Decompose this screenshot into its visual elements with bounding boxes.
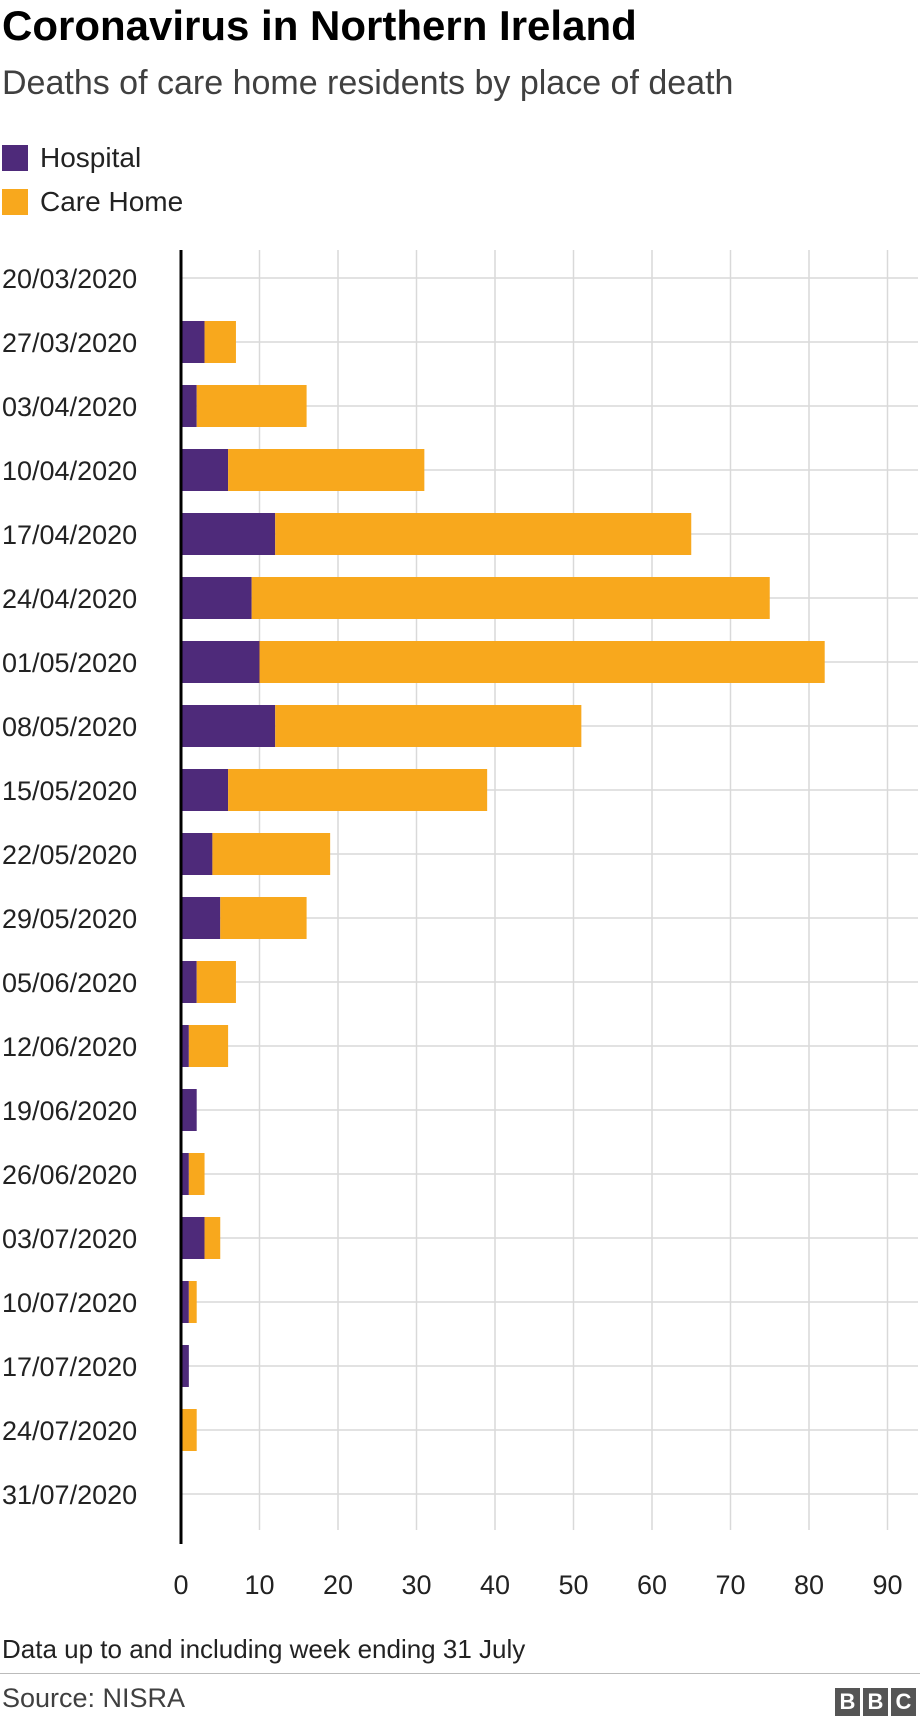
- category-label: 22/05/2020: [2, 840, 137, 870]
- bar-hospital: [181, 1153, 189, 1195]
- bar-care-home: [275, 513, 692, 555]
- category-label: 03/07/2020: [2, 1224, 137, 1254]
- bar-hospital: [181, 1345, 189, 1387]
- x-tick-label: 20: [323, 1570, 353, 1600]
- bar-hospital: [181, 897, 221, 939]
- category-label: 10/07/2020: [2, 1288, 137, 1318]
- category-label: 24/04/2020: [2, 584, 137, 614]
- bar-care-home: [251, 577, 770, 619]
- x-tick-label: 70: [715, 1570, 745, 1600]
- category-label: 08/05/2020: [2, 712, 137, 742]
- category-label: 31/07/2020: [2, 1480, 137, 1510]
- source-label: Source: NISRA: [2, 1683, 186, 1713]
- legend: Hospital Care Home: [2, 136, 183, 224]
- chart-subtitle: Deaths of care home residents by place o…: [2, 64, 734, 102]
- legend-item-care-home: Care Home: [2, 180, 183, 224]
- bar-hospital: [181, 513, 276, 555]
- category-label: 15/05/2020: [2, 776, 137, 806]
- bar-care-home: [188, 1153, 205, 1195]
- logo-letter: C: [891, 1688, 916, 1716]
- bar-care-home: [188, 1281, 197, 1323]
- bar-care-home: [259, 641, 825, 683]
- logo-letter: B: [835, 1688, 860, 1716]
- bar-hospital: [181, 385, 197, 427]
- bar-care-home: [220, 897, 307, 939]
- bar-care-home: [181, 1409, 197, 1451]
- bar-hospital: [181, 961, 197, 1003]
- bar-hospital: [181, 1089, 197, 1131]
- x-tick-label: 40: [480, 1570, 510, 1600]
- bar-hospital: [181, 449, 229, 491]
- x-tick-label: 10: [244, 1570, 274, 1600]
- legend-swatch-hospital: [2, 145, 28, 171]
- bar-hospital: [181, 641, 260, 683]
- bar-care-home: [188, 1025, 229, 1067]
- bar-hospital: [181, 577, 252, 619]
- category-label: 27/03/2020: [2, 328, 137, 358]
- bar-hospital: [181, 833, 213, 875]
- bar-care-home: [196, 385, 307, 427]
- x-tick-label: 30: [401, 1570, 431, 1600]
- footnote: Data up to and including week ending 31 …: [2, 1634, 526, 1664]
- bar-hospital: [181, 1025, 189, 1067]
- bar-hospital: [181, 769, 229, 811]
- footer-divider: [0, 1673, 920, 1674]
- category-label: 01/05/2020: [2, 648, 137, 678]
- category-label: 20/03/2020: [2, 264, 137, 294]
- bar-hospital: [181, 321, 205, 363]
- category-label: 26/06/2020: [2, 1160, 137, 1190]
- logo-letter: B: [863, 1688, 888, 1716]
- category-label: 17/04/2020: [2, 520, 137, 550]
- bar-hospital: [181, 705, 276, 747]
- bar-care-home: [228, 769, 488, 811]
- x-tick-label: 0: [173, 1570, 188, 1600]
- x-tick-label: 90: [872, 1570, 902, 1600]
- bar-care-home: [204, 321, 236, 363]
- category-label: 12/06/2020: [2, 1032, 137, 1062]
- category-label: 19/06/2020: [2, 1096, 137, 1126]
- bar-care-home: [212, 833, 331, 875]
- legend-label-hospital: Hospital: [40, 142, 142, 173]
- category-label: 10/04/2020: [2, 456, 137, 486]
- x-tick-label: 80: [794, 1570, 824, 1600]
- category-label: 24/07/2020: [2, 1416, 137, 1446]
- bbc-logo: B B C: [835, 1688, 916, 1716]
- bar-care-home: [204, 1217, 221, 1259]
- x-tick-label: 50: [558, 1570, 588, 1600]
- category-label: 05/06/2020: [2, 968, 137, 998]
- category-label: 03/04/2020: [2, 392, 137, 422]
- bar-hospital: [181, 1217, 205, 1259]
- bar-hospital: [181, 1281, 189, 1323]
- x-tick-label: 60: [637, 1570, 667, 1600]
- bar-care-home: [275, 705, 582, 747]
- bar-care-home: [228, 449, 425, 491]
- bar-chart: 20/03/2020 27/03/2020 03/04/2020 10/04/2020…: [2, 250, 918, 1600]
- legend-item-hospital: Hospital: [2, 136, 183, 180]
- category-label: 29/05/2020: [2, 904, 137, 934]
- category-label: 17/07/2020: [2, 1352, 137, 1382]
- bar-care-home: [196, 961, 236, 1003]
- legend-swatch-care-home: [2, 189, 28, 215]
- chart-title: Coronavirus in Northern Ireland: [2, 2, 637, 49]
- legend-label-care-home: Care Home: [40, 186, 184, 217]
